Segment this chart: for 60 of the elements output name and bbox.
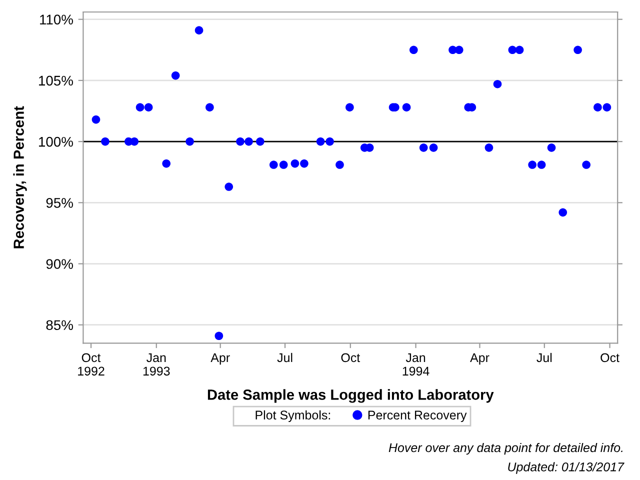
x-tick-label: Apr bbox=[470, 353, 490, 365]
point bbox=[300, 159, 308, 168]
point bbox=[101, 137, 110, 146]
point bbox=[574, 46, 582, 54]
point bbox=[528, 160, 536, 169]
point bbox=[279, 160, 288, 169]
point bbox=[224, 182, 234, 191]
point bbox=[484, 143, 494, 152]
y-axis-title: Recovery, in Percent bbox=[13, 106, 27, 248]
point bbox=[206, 103, 214, 112]
point bbox=[336, 160, 344, 169]
text: Updated: 01/13/2017 bbox=[508, 462, 624, 474]
y-tick-label: 90% bbox=[46, 259, 73, 269]
point bbox=[409, 46, 418, 54]
point bbox=[171, 71, 180, 80]
text: Hover over any data point for detailed info. bbox=[388, 442, 622, 455]
x-tick-label: Oct bbox=[600, 353, 620, 362]
x-axis-title: Date Sample was Logged into Laboratory bbox=[208, 389, 494, 403]
point bbox=[454, 46, 464, 54]
y-tick-label: 105% bbox=[39, 76, 73, 86]
x-tick-label: Oct bbox=[341, 353, 360, 362]
x-tick-label: Apr bbox=[210, 353, 230, 365]
point bbox=[346, 103, 354, 112]
point bbox=[194, 26, 204, 34]
point bbox=[326, 137, 334, 146]
point bbox=[419, 143, 428, 152]
point bbox=[92, 115, 100, 124]
point bbox=[594, 103, 602, 112]
point bbox=[256, 137, 264, 146]
point bbox=[547, 143, 556, 152]
point bbox=[582, 160, 590, 169]
point bbox=[186, 137, 194, 146]
point bbox=[508, 46, 517, 54]
point bbox=[602, 103, 612, 112]
point bbox=[236, 137, 244, 146]
point bbox=[537, 160, 546, 169]
x-tick-label: Jan 1994 bbox=[402, 353, 430, 376]
point bbox=[515, 46, 524, 54]
point bbox=[269, 160, 278, 169]
y-tick-label: 85% bbox=[46, 320, 73, 330]
point bbox=[144, 103, 153, 112]
point bbox=[558, 208, 568, 217]
point bbox=[214, 332, 224, 340]
point bbox=[244, 137, 253, 146]
point bbox=[290, 159, 300, 168]
point bbox=[316, 137, 325, 146]
point bbox=[136, 103, 144, 112]
y-tick-label: 95% bbox=[46, 198, 73, 208]
legend-label: Percent Recovery bbox=[368, 410, 467, 422]
y-tick-label: 100% bbox=[39, 136, 73, 147]
point bbox=[429, 143, 438, 152]
x-tick-label: Jul bbox=[536, 352, 552, 362]
x-tick-label: Oct 1992 bbox=[78, 353, 104, 376]
point bbox=[162, 159, 171, 168]
point bbox=[402, 103, 411, 112]
point bbox=[493, 80, 502, 88]
y-tick-label: 110% bbox=[40, 14, 73, 24]
x-tick-label: Jan 1993 bbox=[143, 353, 170, 376]
legend-title: Plot Symbols: bbox=[256, 410, 330, 422]
x-tick-label: Jul bbox=[277, 352, 292, 362]
